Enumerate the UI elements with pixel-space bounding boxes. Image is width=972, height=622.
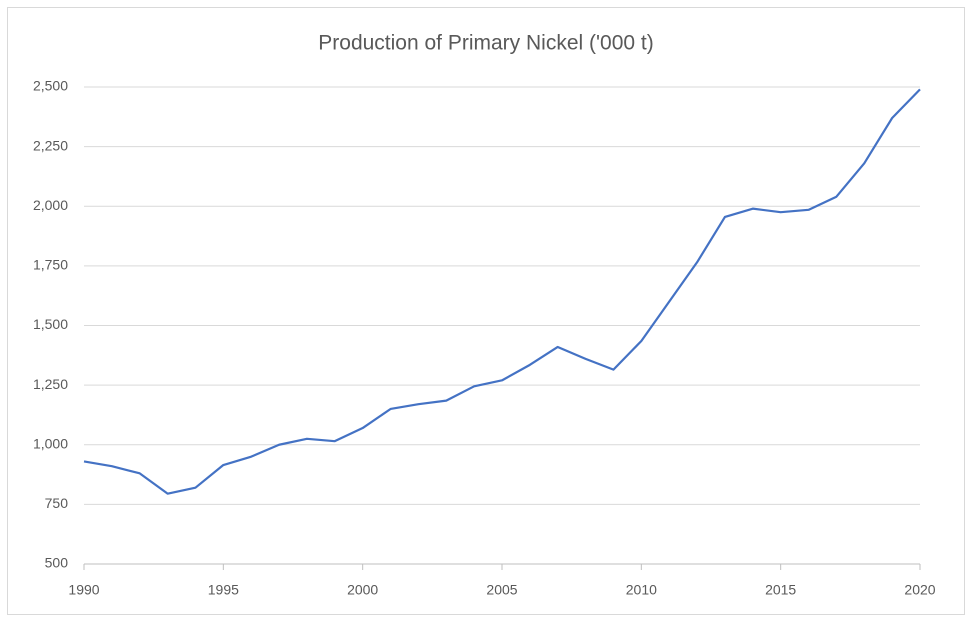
y-tick-label: 2,500 (33, 78, 68, 94)
y-tick-label: 1,750 (33, 257, 68, 273)
x-tick-label: 2020 (904, 582, 935, 598)
y-tick-label: 1,250 (33, 376, 68, 392)
x-tick-label: 1990 (68, 582, 99, 598)
y-tick-label: 500 (45, 555, 69, 571)
chart-title: Production of Primary Nickel ('000 t) (318, 32, 653, 55)
y-tick-label: 750 (45, 495, 69, 511)
x-tick-label: 2010 (626, 582, 657, 598)
x-tick-label: 1995 (208, 582, 239, 598)
y-tick-label: 1,500 (33, 316, 68, 332)
x-tick-label: 2005 (486, 582, 517, 598)
chart-border (7, 7, 965, 615)
y-tick-label: 2,000 (33, 197, 68, 213)
y-tick-label: 2,250 (33, 137, 68, 153)
y-tick-label: 1,000 (33, 435, 68, 451)
x-tick-label: 2000 (347, 582, 378, 598)
data-line (83, 88, 921, 495)
x-tick-label: 2015 (765, 582, 796, 598)
